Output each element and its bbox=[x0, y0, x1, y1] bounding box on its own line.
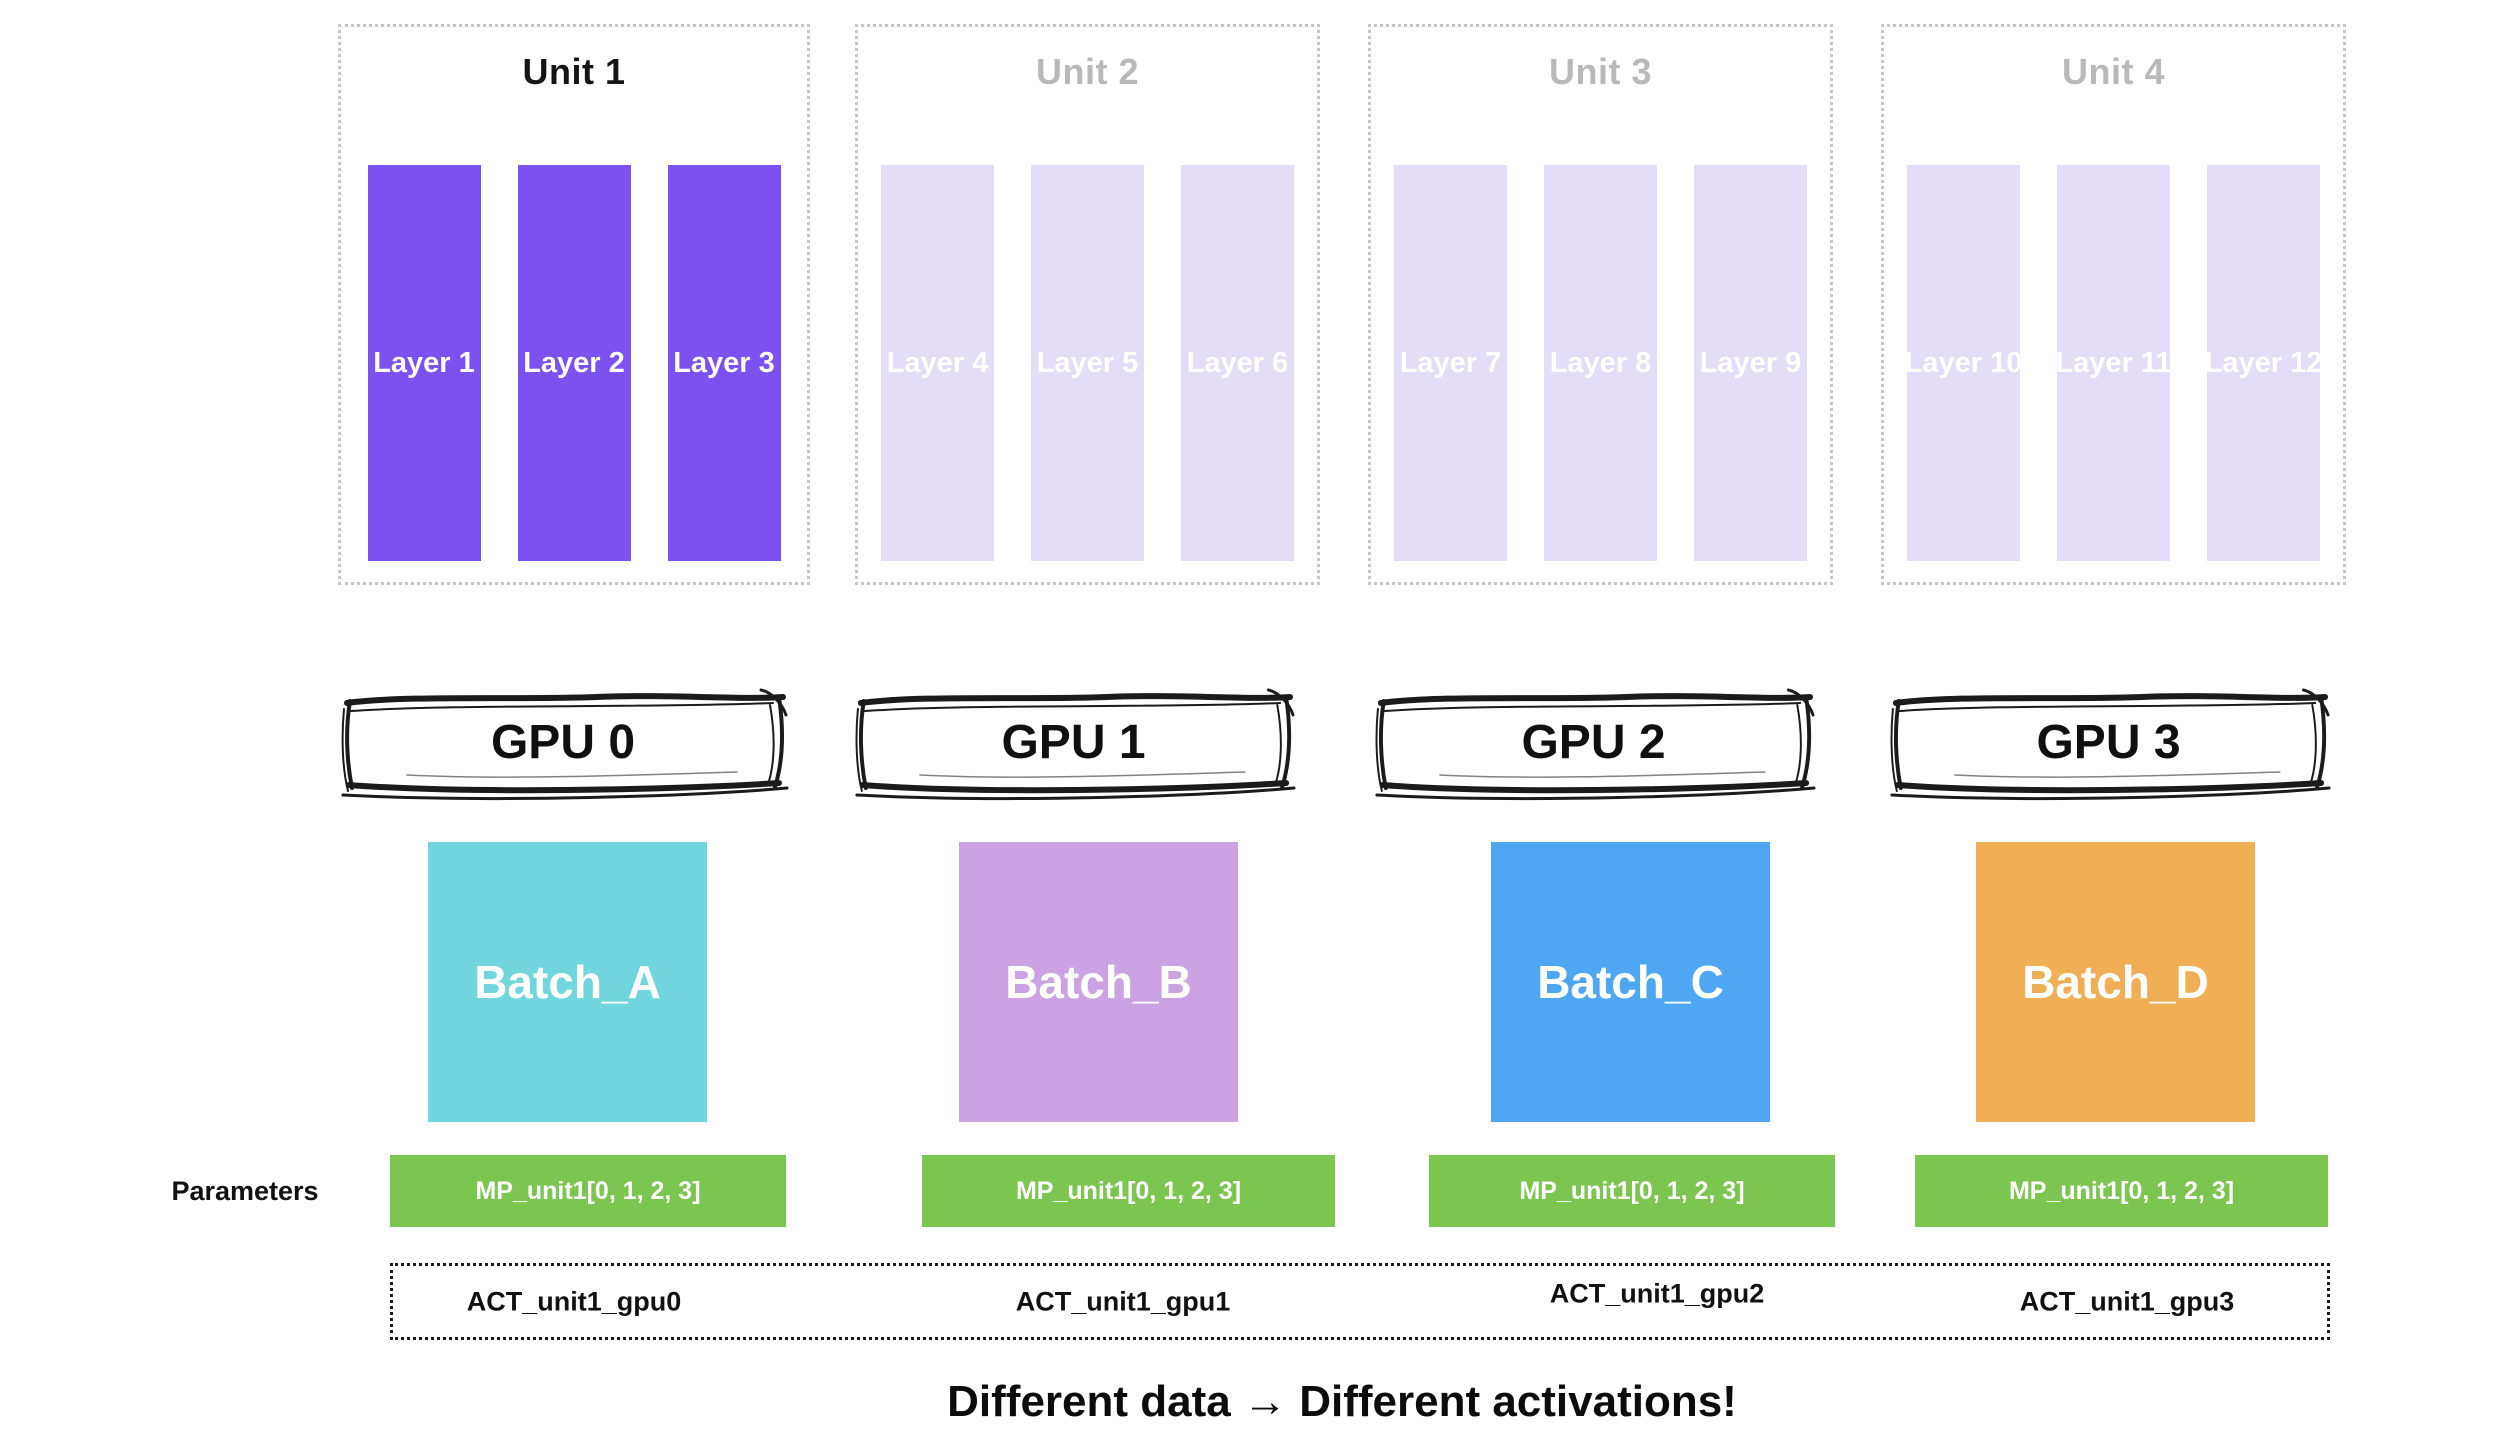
unit-4-box: Unit 4 Layer 10 Layer 11 Layer 12 bbox=[1881, 24, 2346, 585]
layer-bar-10: Layer 10 bbox=[1904, 165, 2023, 561]
unit-3-box: Unit 3 Layer 7 Layer 8 Layer 9 bbox=[1368, 24, 1833, 585]
layer-bar-3: Layer 3 bbox=[667, 165, 781, 561]
batch-a-box: Batch_A bbox=[428, 842, 707, 1122]
sketch-border-icon bbox=[341, 688, 789, 801]
layer-bar-12-label: Layer 12 bbox=[2204, 346, 2323, 379]
batch-a-label: Batch_A bbox=[474, 956, 661, 1008]
unit-3-layers: Layer 7 Layer 8 Layer 9 bbox=[1371, 165, 1830, 561]
layer-bar-11-label: Layer 11 bbox=[2055, 346, 2172, 379]
mp-bar-gpu2-label: MP_unit1[0, 1, 2, 3] bbox=[1519, 1176, 1745, 1205]
batch-c-box: Batch_C bbox=[1491, 842, 1770, 1122]
gpu-0-card: GPU 0 bbox=[337, 683, 789, 805]
unit-1-layers: Layer 1 Layer 2 Layer 3 bbox=[341, 165, 807, 561]
mp-bar-gpu1-label: MP_unit1[0, 1, 2, 3] bbox=[1015, 1176, 1242, 1205]
layer-bar-9: Layer 9 bbox=[1694, 165, 1807, 561]
activations-box: ACT_unit1_gpu0 ACT_unit1_gpu1 ACT_unit1_… bbox=[390, 1263, 2330, 1340]
act-cell-gpu3: ACT_unit1_gpu3 bbox=[2019, 1286, 2235, 1316]
unit-2-title: Unit 2 bbox=[1035, 51, 1139, 92]
gpu-3-label: GPU 3 bbox=[2036, 715, 2181, 769]
batch-d-label: Batch_D bbox=[2022, 956, 2209, 1008]
batch-b-label: Batch_B bbox=[1005, 956, 1192, 1008]
mp-bar-gpu2: MP_unit1[0, 1, 2, 3] bbox=[1429, 1155, 1835, 1227]
unit-1-title: Unit 1 bbox=[522, 51, 626, 92]
layer-bar-6-label: Layer 6 bbox=[1186, 346, 1289, 379]
layer-bar-4: Layer 4 bbox=[881, 165, 994, 561]
unit-4-title: Unit 4 bbox=[2061, 51, 2165, 92]
layer-bar-7-label: Layer 7 bbox=[1399, 346, 1502, 379]
layer-bar-12: Layer 12 bbox=[2204, 165, 2323, 561]
unit-1-box: Unit 1 Layer 1 Layer 2 Layer 3 bbox=[338, 24, 810, 585]
layer-bar-4-label: Layer 4 bbox=[886, 346, 989, 379]
gpu-1-card: GPU 1 bbox=[851, 683, 1296, 805]
layer-bar-7: Layer 7 bbox=[1394, 165, 1507, 561]
layer-bar-2: Layer 2 bbox=[517, 165, 631, 561]
layer-bar-10-label: Layer 10 bbox=[1904, 346, 2023, 379]
unit-4-layers: Layer 10 Layer 11 Layer 12 bbox=[1884, 165, 2343, 561]
layer-bar-2-label: Layer 2 bbox=[523, 346, 625, 379]
parameters-row-label: Parameters bbox=[171, 1175, 319, 1206]
batch-b-box: Batch_B bbox=[959, 842, 1238, 1122]
gpu-2-card: GPU 2 bbox=[1371, 683, 1816, 805]
act-cell-gpu1: ACT_unit1_gpu1 bbox=[1015, 1286, 1231, 1316]
layer-bar-6: Layer 6 bbox=[1181, 165, 1294, 561]
mp-bar-gpu3-label: MP_unit1[0, 1, 2, 3] bbox=[2008, 1176, 2235, 1205]
gpu-2-label: GPU 2 bbox=[1521, 715, 1666, 769]
layer-bar-8: Layer 8 bbox=[1544, 165, 1657, 561]
unit-2-box: Unit 2 Layer 4 Layer 5 Layer 6 bbox=[855, 24, 1320, 585]
layer-bar-8-label: Layer 8 bbox=[1549, 346, 1652, 379]
layer-bar-11: Layer 11 bbox=[2055, 165, 2172, 561]
act-cell-gpu0: ACT_unit1_gpu0 bbox=[466, 1286, 682, 1316]
batch-d-box: Batch_D bbox=[1976, 842, 2255, 1122]
layer-bar-5-label: Layer 5 bbox=[1036, 346, 1139, 379]
mp-bar-gpu0-label: MP_unit1[0, 1, 2, 3] bbox=[475, 1176, 701, 1205]
sketch-border-icon bbox=[1890, 688, 2331, 801]
layer-bar-1: Layer 1 bbox=[367, 165, 481, 561]
mp-bar-gpu3: MP_unit1[0, 1, 2, 3] bbox=[1915, 1155, 2328, 1227]
sketch-border-icon bbox=[855, 688, 1296, 801]
sketch-border-icon bbox=[1375, 688, 1816, 801]
caption: Different data → Different activations! bbox=[947, 1377, 1737, 1426]
mp-bar-gpu1: MP_unit1[0, 1, 2, 3] bbox=[922, 1155, 1335, 1227]
unit-3-title: Unit 3 bbox=[1548, 51, 1652, 92]
layer-bar-5: Layer 5 bbox=[1031, 165, 1144, 561]
layer-bar-3-label: Layer 3 bbox=[673, 346, 775, 379]
act-cell-gpu2: ACT_unit1_gpu2 bbox=[1549, 1278, 1765, 1308]
mp-bar-gpu0: MP_unit1[0, 1, 2, 3] bbox=[390, 1155, 786, 1227]
gpu-0-label: GPU 0 bbox=[490, 715, 636, 769]
layer-bar-1-label: Layer 1 bbox=[373, 346, 475, 379]
batch-c-label: Batch_C bbox=[1537, 956, 1724, 1008]
gpu-1-label: GPU 1 bbox=[1001, 715, 1146, 769]
gpu-3-card: GPU 3 bbox=[1886, 683, 2331, 805]
unit-2-layers: Layer 4 Layer 5 Layer 6 bbox=[858, 165, 1317, 561]
layer-bar-9-label: Layer 9 bbox=[1699, 346, 1802, 379]
